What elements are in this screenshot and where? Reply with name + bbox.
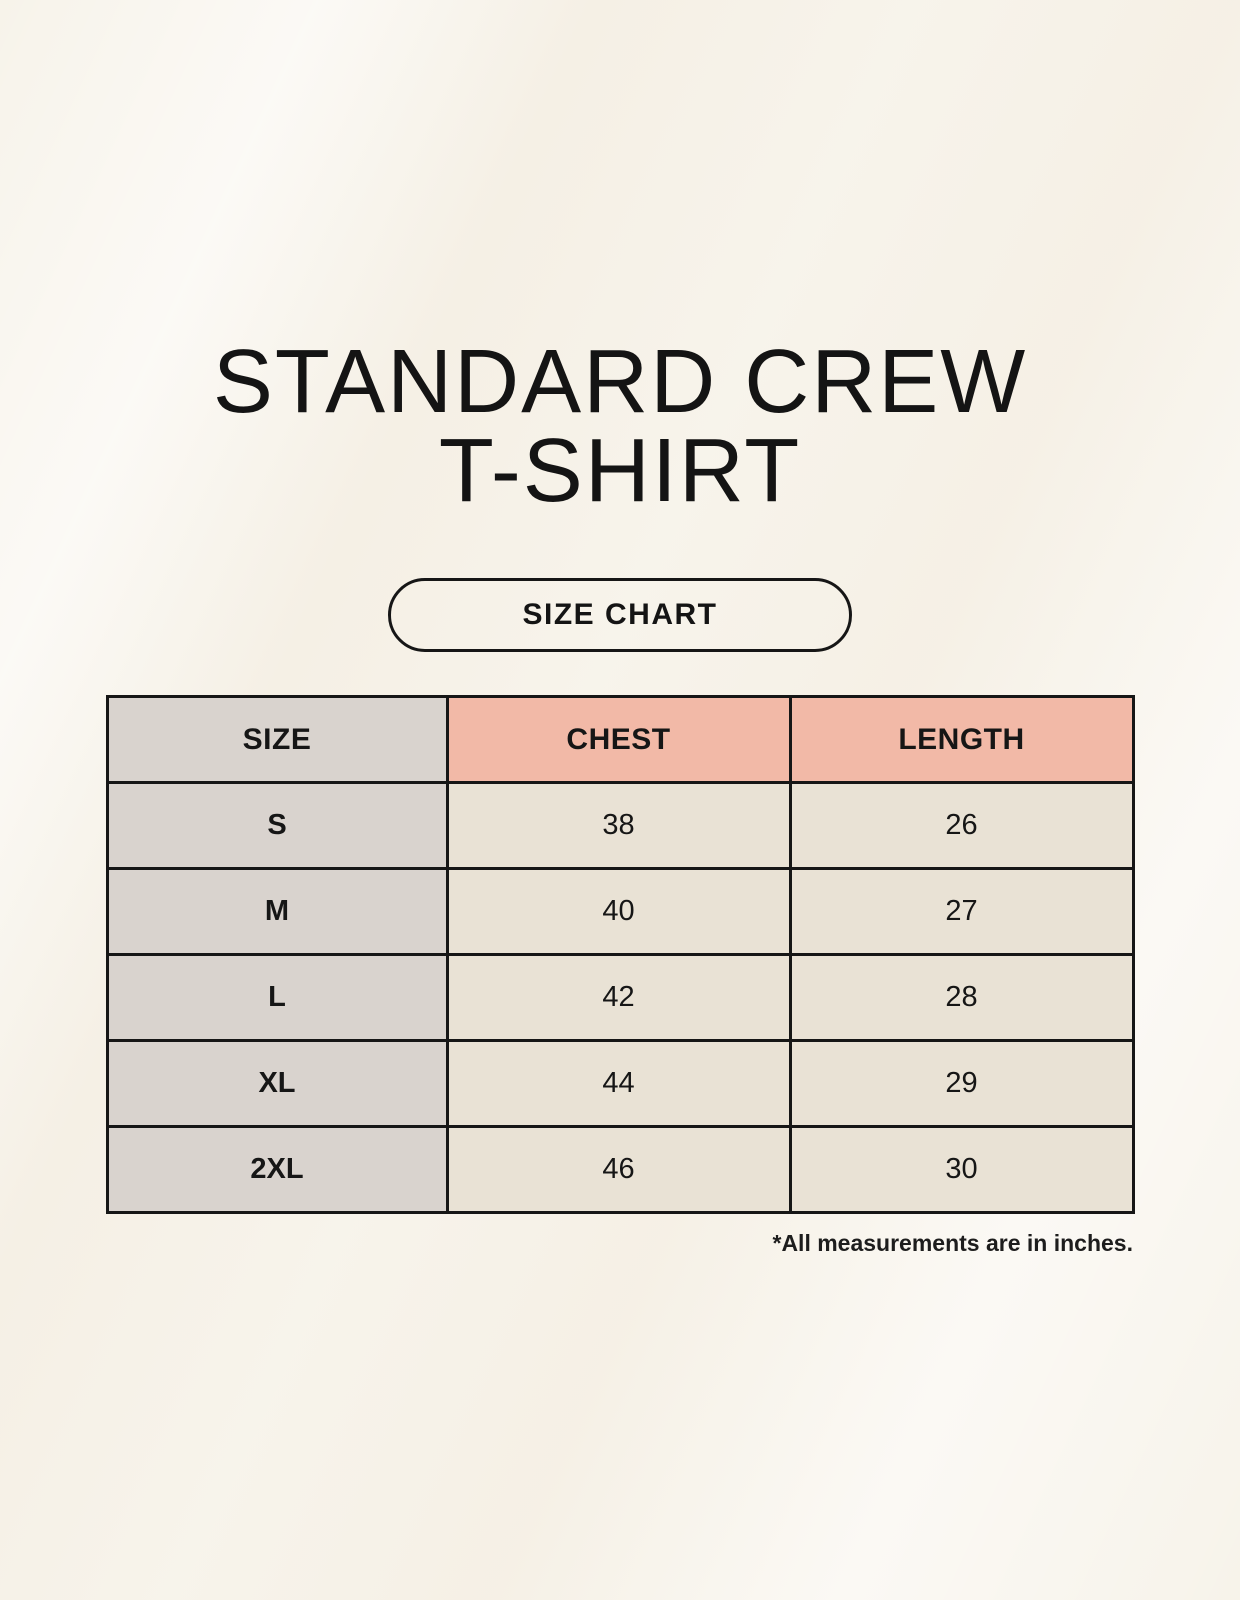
measurements-footnote: *All measurements are in inches. — [772, 1230, 1134, 1257]
size-label: M — [105, 867, 449, 957]
size-label: L — [105, 953, 449, 1043]
table-row-l: L 42 28 — [105, 953, 1135, 1043]
page-title: STANDARD CREW T-SHIRT — [0, 0, 1240, 516]
size-label: XL — [105, 1039, 449, 1129]
length-value: 29 — [788, 1039, 1135, 1129]
chest-value: 42 — [445, 953, 792, 1043]
length-value: 30 — [788, 1125, 1135, 1215]
table-row-s: S 38 26 — [105, 781, 1135, 871]
table-row-m: M 40 27 — [105, 867, 1135, 957]
page-title-line1: STANDARD CREW — [212, 332, 1028, 432]
size-label: S — [105, 781, 449, 871]
length-value: 27 — [788, 867, 1135, 957]
page-title-line2: T-SHIRT — [438, 421, 802, 522]
size-label: 2XL — [105, 1125, 449, 1215]
table-row-xl: XL 44 29 — [105, 1039, 1135, 1129]
table-header-row: SIZE CHEST LENGTH — [105, 695, 1135, 785]
chest-value: 44 — [445, 1039, 792, 1129]
size-chart-button-label: SIZE CHART — [522, 598, 718, 632]
table-row-2xl: 2XL 46 30 — [105, 1125, 1135, 1215]
column-header-length: LENGTH — [788, 695, 1135, 785]
length-value: 28 — [788, 953, 1135, 1043]
size-chart-button[interactable]: SIZE CHART — [388, 578, 852, 653]
size-chart-table: SIZE CHEST LENGTH S 38 26 M 40 27 L 42 2… — [105, 695, 1135, 1215]
chest-value: 38 — [445, 781, 792, 871]
column-header-size: SIZE — [105, 695, 449, 785]
chest-value: 40 — [445, 867, 792, 957]
length-value: 26 — [788, 781, 1135, 871]
column-header-chest: CHEST — [445, 695, 792, 785]
chest-value: 46 — [445, 1125, 792, 1215]
